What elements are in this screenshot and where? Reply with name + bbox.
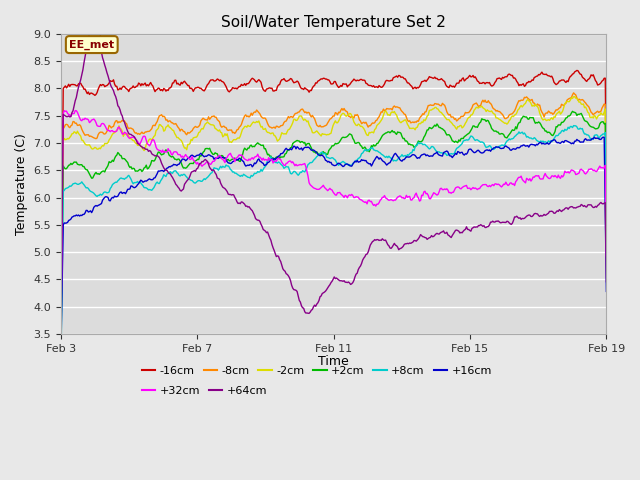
Y-axis label: Temperature (C): Temperature (C) [15, 133, 28, 235]
X-axis label: Time: Time [318, 355, 349, 368]
Text: EE_met: EE_met [69, 39, 115, 50]
Legend: +32cm, +64cm: +32cm, +64cm [138, 382, 272, 400]
Title: Soil/Water Temperature Set 2: Soil/Water Temperature Set 2 [221, 15, 446, 30]
